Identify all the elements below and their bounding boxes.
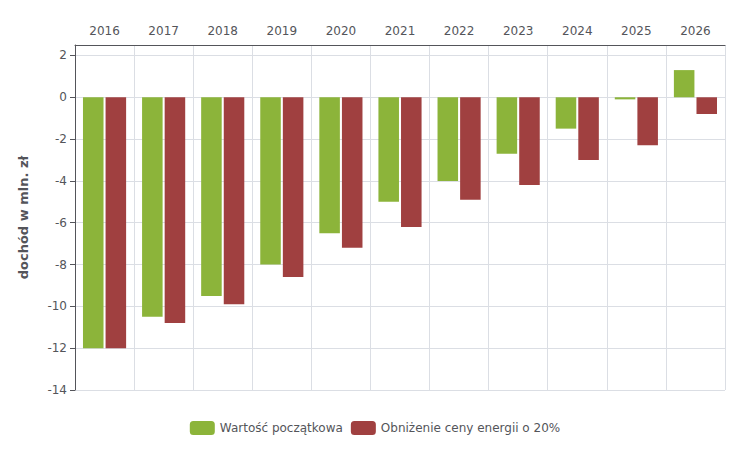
svg-text:2023: 2023 — [503, 24, 534, 38]
svg-text:2019: 2019 — [267, 24, 298, 38]
svg-text:dochód w mln. zł: dochód w mln. zł — [16, 155, 31, 280]
svg-text:2018: 2018 — [207, 24, 238, 38]
svg-text:2017: 2017 — [148, 24, 179, 38]
svg-text:-6: -6 — [55, 216, 67, 230]
svg-text:2020: 2020 — [326, 24, 357, 38]
svg-text:2016: 2016 — [89, 24, 120, 38]
svg-text:2022: 2022 — [444, 24, 475, 38]
svg-text:Wartość początkowa: Wartość początkowa — [220, 421, 343, 435]
svg-text:-4: -4 — [55, 174, 67, 188]
svg-text:0: 0 — [59, 90, 67, 104]
svg-text:-10: -10 — [47, 299, 67, 313]
svg-text:-14: -14 — [47, 383, 67, 397]
svg-text:2021: 2021 — [385, 24, 416, 38]
svg-text:2026: 2026 — [680, 24, 711, 38]
svg-text:2024: 2024 — [562, 24, 593, 38]
svg-text:-12: -12 — [47, 341, 67, 355]
svg-text:-2: -2 — [55, 132, 67, 146]
svg-text:2025: 2025 — [621, 24, 652, 38]
svg-text:-8: -8 — [55, 258, 67, 272]
svg-text:Obniżenie ceny energii o 20%: Obniżenie ceny energii o 20% — [381, 421, 560, 435]
svg-text:2: 2 — [59, 48, 67, 62]
